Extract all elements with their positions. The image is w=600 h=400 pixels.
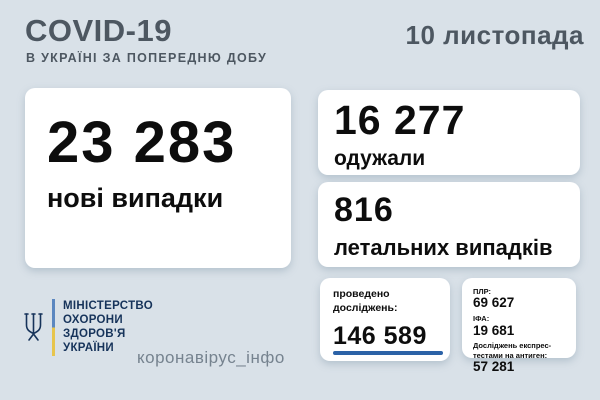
tests-performed-value: 146 589 xyxy=(333,322,427,351)
flag-divider-bar xyxy=(52,299,55,356)
new-cases-card: 23 283 нові випадки xyxy=(25,88,291,268)
new-cases-value: 23 283 xyxy=(47,110,237,175)
recovered-value: 16 277 xyxy=(334,97,466,143)
page-subtitle: В УКРАЇНІ ЗА ПОПЕРЕДНЮ ДОБУ xyxy=(26,51,268,65)
recovered-label: одужали xyxy=(334,147,426,170)
antigen-label: Досліджень експрес-тестами на антиген: xyxy=(473,341,552,360)
elisa-value: 19 681 xyxy=(473,322,515,338)
ministry-line: ОХОРОНИ xyxy=(63,314,123,327)
antigen-value: 57 281 xyxy=(473,359,515,375)
channel-handle: коронавірус_інфо xyxy=(137,348,285,367)
ministry-line: ЗДОРОВ'Я xyxy=(63,328,126,341)
new-cases-label: нові випадки xyxy=(47,183,224,213)
tryzub-icon xyxy=(24,313,43,341)
recovered-card: 16 277 одужали xyxy=(318,90,580,175)
elisa-label: ІФА: xyxy=(473,314,490,324)
report-date: 10 листопада xyxy=(405,20,584,50)
page-title: COVID-19 xyxy=(25,13,172,48)
test-breakdown-row: ІФА: 19 681 xyxy=(473,314,568,338)
pcr-value: 69 627 xyxy=(473,295,515,311)
test-breakdown-card: ПЛР: 69 627 ІФА: 19 681 Досліджень експр… xyxy=(462,278,576,374)
ministry-line: УКРАЇНИ xyxy=(63,342,114,355)
ministry-logo-block: МІНІСТЕРСТВО ОХОРОНИ ЗДОРОВ'Я УКРАЇНИ xyxy=(22,299,153,356)
tests-performed-label: проведено досліджень: xyxy=(333,288,398,314)
accent-underline-bar xyxy=(333,351,443,355)
test-breakdown-row: Досліджень експрес-тестами на антиген: 5… xyxy=(473,341,568,375)
tests-performed-card: проведено досліджень: 146 589 xyxy=(320,278,450,361)
deaths-value: 816 xyxy=(334,191,394,229)
ministry-line: МІНІСТЕРСТВО xyxy=(63,300,153,312)
ministry-name: МІНІСТЕРСТВО ОХОРОНИ ЗДОРОВ'Я УКРАЇНИ xyxy=(63,299,153,356)
deaths-card: 816 летальних випадків xyxy=(318,182,580,267)
test-breakdown-row: ПЛР: 69 627 xyxy=(473,287,568,311)
deaths-label: летальних випадків xyxy=(334,235,553,260)
pcr-label: ПЛР: xyxy=(473,287,492,296)
